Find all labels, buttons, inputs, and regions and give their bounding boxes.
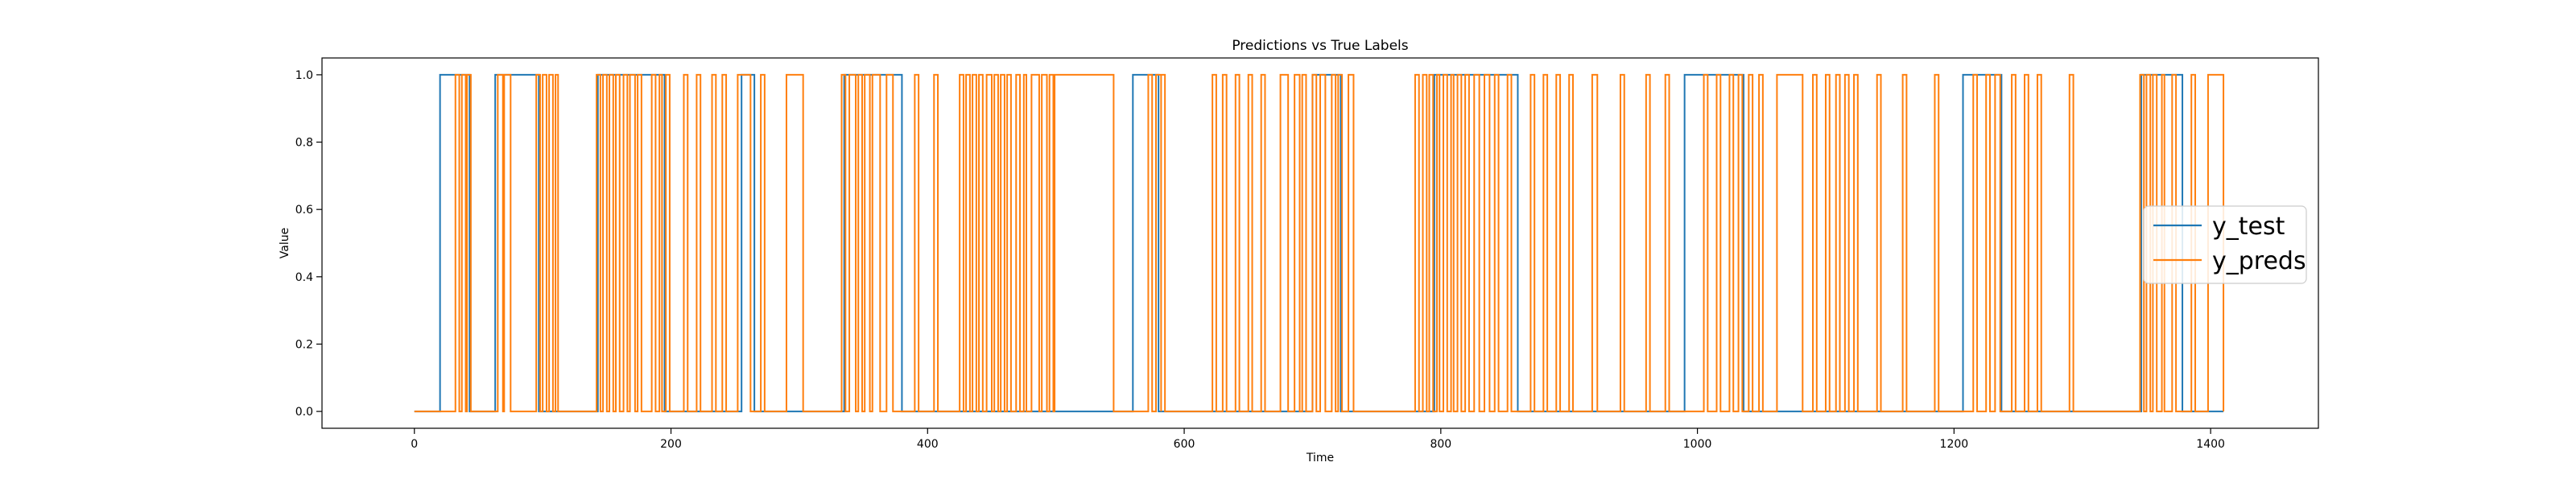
plot-frame (321, 57, 2319, 429)
legend: y_test y_preds (2143, 205, 2307, 284)
x-tick-label: 0 (411, 438, 418, 451)
x-axis: 0 200 400 600 800 1000 1200 1400 (411, 428, 2225, 451)
x-tick-label: 1400 (2196, 438, 2225, 451)
series-line-y-preds (414, 73, 2225, 413)
y-tick-label: 1.0 (295, 69, 313, 82)
x-tick-label: 400 (917, 438, 939, 451)
x-tick-label: 200 (660, 438, 682, 451)
legend-label-y-test: y_test (2212, 213, 2285, 241)
x-tick-label: 800 (1430, 438, 1451, 451)
x-tick-label: 1000 (1683, 438, 1712, 451)
x-axis-label: Time (1306, 452, 1334, 464)
x-tick-label: 1200 (1940, 438, 1969, 451)
series-layer (414, 73, 2225, 413)
series-line-y-test (414, 73, 2224, 413)
legend-label-y-preds: y_preds (2212, 247, 2306, 275)
x-tick-label: 600 (1174, 438, 1195, 451)
y-tick-label: 0.2 (295, 338, 313, 351)
y-tick-label: 0.6 (295, 204, 313, 217)
y-tick-label: 0.0 (295, 406, 313, 419)
chart-title: Predictions vs True Labels (1232, 38, 1408, 54)
y-tick-label: 0.8 (295, 137, 313, 150)
y-axis: 0.0 0.2 0.4 0.6 0.8 1.0 (295, 69, 322, 419)
y-tick-label: 0.4 (295, 271, 313, 284)
y-axis-label: Value (279, 228, 291, 258)
